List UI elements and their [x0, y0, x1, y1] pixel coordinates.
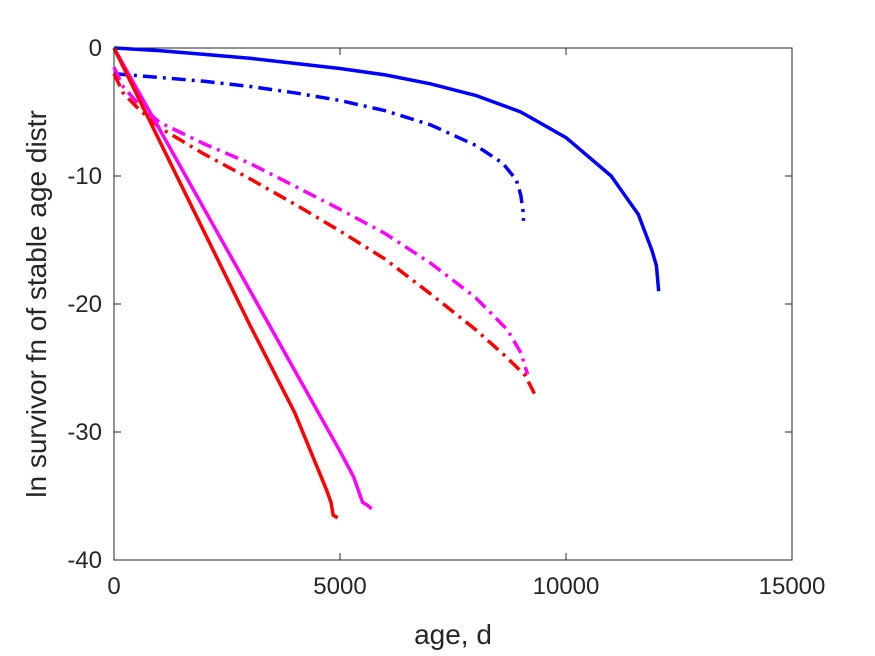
y-axis-ticks: 0 -10 -20 -30 -40 [67, 35, 792, 574]
series-line-6 [112, 47, 339, 520]
plot-area [113, 47, 793, 561]
series-line-3 [112, 66, 530, 375]
y-tick-label: 0 [89, 35, 102, 62]
y-tick-label: -40 [67, 547, 102, 574]
series-line-5 [112, 47, 373, 511]
series-line-4 [112, 72, 536, 395]
x-tick-label: 10000 [533, 573, 600, 600]
y-tick-label: -10 [67, 163, 102, 190]
y-tick-label: -30 [67, 419, 102, 446]
series-layer [112, 46, 661, 520]
series-line-2 [113, 71, 526, 221]
x-tick-label: 15000 [759, 573, 826, 600]
y-tick-label: -20 [67, 291, 102, 318]
x-tick-label: 0 [107, 573, 120, 600]
series-line-1 [113, 46, 661, 292]
x-tick-label: 5000 [313, 573, 366, 600]
y-axis-label: ln survivor fn of stable age distr [21, 110, 52, 498]
x-axis-label: age, d [414, 619, 492, 650]
x-axis-ticks: 0 5000 10000 15000 [107, 48, 825, 600]
